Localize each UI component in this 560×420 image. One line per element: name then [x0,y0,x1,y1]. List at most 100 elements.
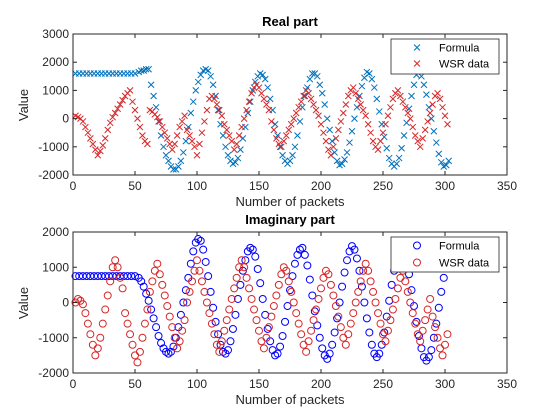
data-point-wsr-data [104,126,112,134]
data-point-wsr-data [307,326,316,335]
data-point-formula [207,72,214,80]
data-point-formula [298,243,307,252]
data-point-wsr-data [304,337,313,346]
data-point-formula [192,87,200,94]
data-point-wsr-data [101,305,110,314]
data-point-wsr-data [336,323,345,332]
data-point-formula [222,143,229,151]
data-point-formula [353,103,361,111]
data-point-formula [408,92,415,100]
data-point-wsr-data [349,309,358,318]
data-point-formula [214,330,223,339]
data-point-wsr-data [144,140,151,148]
data-point-formula [214,106,222,114]
data-point-formula [306,75,314,83]
data-point-formula [432,139,440,146]
data-point-wsr-data [136,123,144,131]
data-point-wsr-data [203,106,211,114]
data-point-wsr-data [287,287,296,296]
y-tick-label: -2000 [38,168,69,182]
data-point-formula [127,272,136,281]
data-point-formula [318,89,326,97]
data-point-wsr-data [150,266,159,275]
data-point-wsr-data [292,309,301,318]
data-point-wsr-data [359,106,367,114]
data-point-wsr-data [414,137,422,145]
data-point-formula [290,259,299,268]
legend-box [390,38,500,75]
data-point-formula [368,75,376,83]
data-point-wsr-data [153,113,161,121]
data-point-wsr-data [274,280,283,289]
data-point-wsr-data [245,284,254,293]
data-point-formula [434,303,443,312]
y-tick-label: 2000 [42,55,69,69]
data-point-wsr-data [356,277,365,286]
data-point-formula [360,298,369,307]
data-point-wsr-data [79,118,87,125]
data-point-wsr-data [88,340,97,349]
data-point-wsr-data [423,305,432,314]
data-point-wsr-data [383,326,392,335]
data-point-formula [150,92,157,100]
data-point-wsr-data [334,312,343,321]
x-tick-label: 50 [128,377,142,391]
data-point-wsr-data [175,337,184,346]
data-point-wsr-data [89,140,97,148]
data-point-formula [209,81,217,89]
data-point-wsr-data [106,119,114,127]
chart-title: Imaginary part [245,212,335,227]
data-point-wsr-data [413,330,422,339]
data-point-wsr-data [183,298,192,307]
x-tick-label: 0 [70,377,77,391]
data-point-wsr-data [364,120,372,128]
data-point-formula [228,324,237,333]
data-point-formula [407,286,416,295]
data-point-wsr-data [99,142,107,149]
data-point-wsr-data [362,112,369,120]
data-point-formula [276,342,285,351]
x-axis-ticks: 0 50 100 150 200 250 300 350 [70,232,517,391]
data-point-wsr-data [81,309,90,318]
data-point-wsr-data [225,132,233,139]
data-point-wsr-data [196,140,203,148]
data-point-wsr-data [255,84,263,91]
data-point-wsr-data [418,326,427,335]
data-point-wsr-data [215,347,224,356]
data-point-wsr-data [403,287,412,296]
data-point-wsr-data [248,89,255,97]
data-point-wsr-data [386,316,395,325]
data-point-wsr-data [201,118,208,125]
data-point-wsr-data [186,132,193,139]
data-point-wsr-data [178,326,187,335]
data-point-wsr-data [387,103,394,111]
x-axis-label: Number of packets [235,392,345,407]
data-point-wsr-data [396,273,405,282]
data-point-formula [338,160,346,168]
data-point-wsr-data [101,134,109,142]
data-point-wsr-data [285,126,293,134]
data-point-wsr-data [369,137,377,145]
data-point-wsr-data [265,106,273,114]
data-point-formula [281,317,290,326]
data-point-wsr-data [324,270,333,279]
data-point-formula [189,98,197,106]
data-point-wsr-data [140,319,149,328]
data-point-formula [289,151,296,159]
legend-entry-wsr-data: WSR data [413,258,490,270]
data-point-wsr-data [153,259,162,268]
data-point-wsr-data [252,316,261,325]
data-point-wsr-data [317,284,325,293]
data-point-formula [321,101,329,108]
data-point-wsr-data [411,319,420,328]
data-point-formula [313,72,321,80]
y-axis-label: Value [16,287,31,319]
y-tick-label: 1000 [42,83,69,97]
data-point-formula [164,349,173,358]
data-point-formula [305,275,314,284]
data-point-wsr-data [114,105,121,113]
data-point-wsr-data [197,277,206,286]
data-point-wsr-data [389,95,397,103]
data-point-wsr-data [83,319,92,328]
circle-marker-icon [413,241,421,250]
